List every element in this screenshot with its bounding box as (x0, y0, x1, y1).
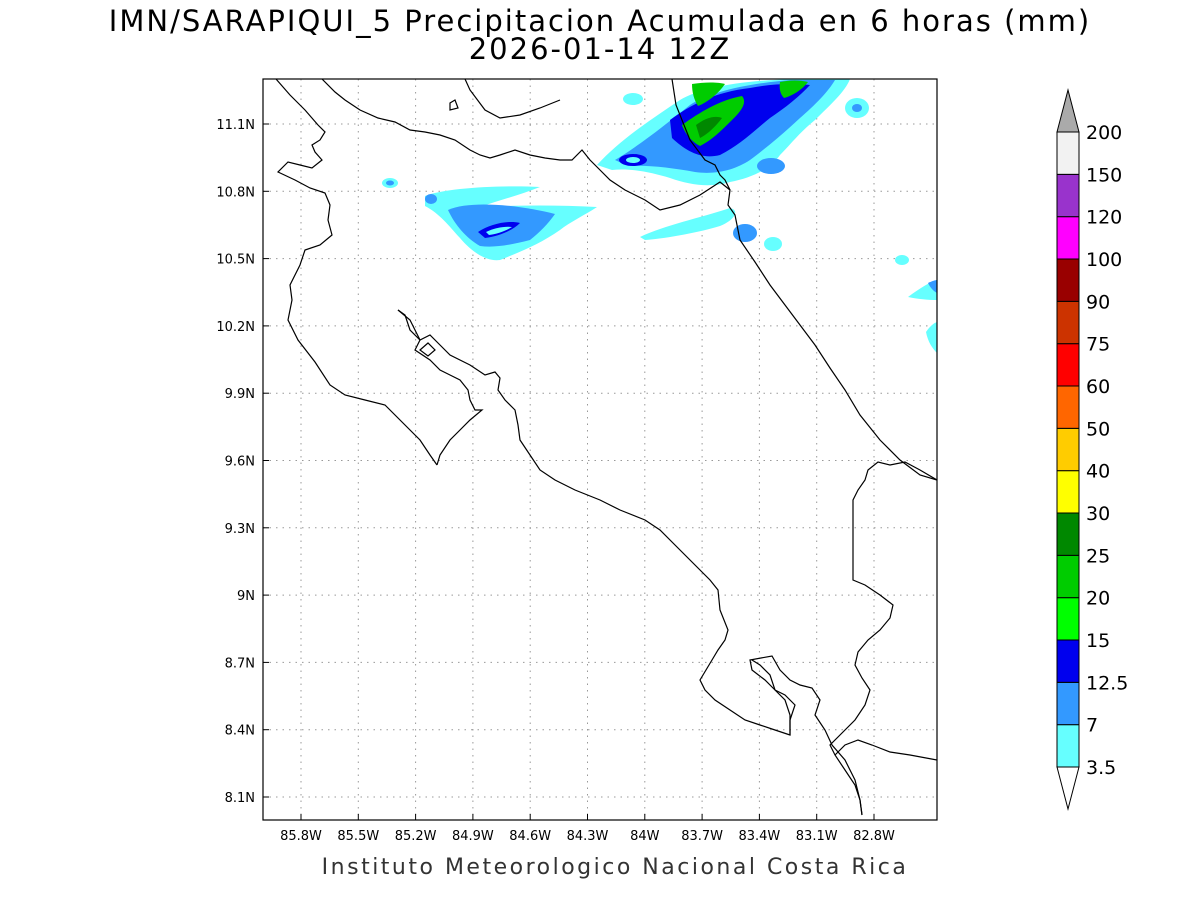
colorbar-level-label: 15 (1086, 630, 1110, 652)
lon-tick-label: 84.3W (567, 829, 609, 844)
precip-area-ne-green3 (779, 80, 808, 98)
lat-tick-label: 8.4N (225, 724, 255, 739)
nicaragua-coast (275, 79, 438, 466)
nicaragua-inland (464, 79, 561, 119)
lon-tick-label: 85.2W (395, 829, 437, 844)
colorbar-segment (1056, 554, 1080, 599)
precip-spot (626, 157, 640, 163)
precip-spot (895, 255, 909, 265)
lat-tick-label: 9.6N (225, 455, 255, 470)
lon-tick-label: 83.7W (681, 829, 723, 844)
colorbar-segment (1056, 385, 1080, 429)
nicoya-gulf (397, 309, 863, 816)
colorbar-segment (1056, 258, 1080, 302)
colorbar-level-label: 40 (1086, 461, 1110, 483)
lat-tick-label: 9.3N (225, 522, 255, 537)
colorbar-segment (1056, 343, 1080, 387)
lon-tick-label: 85.8W (280, 829, 322, 844)
colorbar-level-label: 7 (1086, 715, 1098, 737)
colorbar-segment (1056, 427, 1080, 472)
footer-credit: Instituto Meteorologico Nacional Costa R… (321, 855, 909, 880)
colorbar-level-label: 60 (1086, 376, 1110, 398)
colorbar-level-label: 50 (1086, 418, 1110, 440)
precip-spot (757, 158, 785, 174)
colorbar: 3.5 7 12.5 15 20 25 30 40 50 60 75 90 100 120 150 200 (1056, 88, 1128, 811)
colorbar-segment (1056, 470, 1080, 514)
lon-tick-label: 83.4W (738, 829, 780, 844)
lon-tick-label: 85.5W (337, 829, 379, 844)
chira-island (419, 342, 436, 357)
colorbar-segment (1056, 216, 1080, 260)
colorbar-segment (1056, 173, 1080, 218)
colorbar-segment (1056, 681, 1080, 726)
colorbar-segment (1056, 597, 1080, 641)
colorbar-segment (1056, 131, 1080, 175)
caribbean-coast (671, 79, 937, 481)
colorbar-level-label: 30 (1086, 503, 1110, 525)
precip-area-west-core (486, 226, 512, 235)
precip-area-east-edge2 (926, 322, 937, 353)
colorbar-level-label: 75 (1086, 334, 1110, 356)
lat-tick-label: 11.1N (216, 118, 255, 133)
colorbar-level-label: 200 (1086, 122, 1122, 144)
lat-tick-label: 10.5N (216, 253, 255, 268)
precip-area-ne-darkgreen (696, 116, 722, 138)
precip-spot (623, 93, 643, 105)
chart-title: IMN/SARAPIQUI_5 Precipitacion Acumulada … (108, 4, 1092, 38)
lat-tick-label: 8.1N (225, 791, 255, 806)
precip-spot (386, 180, 394, 186)
nicoya-inner (397, 309, 484, 466)
precip-spot (425, 194, 437, 204)
colorbar-segment (1056, 724, 1080, 768)
chart-subtitle: 2026-01-14 12Z (468, 32, 732, 66)
colorbar-max-arrow (1056, 88, 1080, 133)
lon-tick-label: 84W (630, 829, 660, 844)
colorbar-level-label: 25 (1086, 545, 1110, 567)
osa-peninsula (751, 659, 796, 735)
lon-tick-label: 84.9W (452, 829, 494, 844)
precip-area-east-edge (928, 280, 937, 293)
precip-field (382, 79, 937, 353)
precip-spot (764, 237, 782, 251)
colorbar-level-label: 90 (1086, 291, 1110, 313)
colorbar-level-label: 20 (1086, 588, 1110, 610)
map-grid: 11.1N 10.8N 10.5N 10.2N 9.9N 9.6N 9.3N 9N 8.7N 8.… (216, 79, 937, 844)
colorbar-min-arrow (1056, 766, 1080, 811)
lon-tick-label: 83.1W (796, 829, 838, 844)
coastline (275, 79, 937, 816)
colorbar-segment (1056, 300, 1080, 345)
colorbar-level-label: 150 (1086, 164, 1122, 186)
colorbar-level-label: 120 (1086, 207, 1122, 229)
panama-border (829, 461, 937, 816)
lat-tick-label: 9N (237, 589, 255, 604)
plot-frame (262, 78, 938, 821)
colorbar-segment (1056, 639, 1080, 683)
lat-tick-label: 8.7N (225, 656, 255, 671)
precip-spot (733, 224, 757, 242)
colorbar-level-label: 12.5 (1086, 672, 1128, 694)
precip-spot (852, 104, 862, 112)
lake-island (449, 99, 459, 111)
panama-coast (834, 739, 937, 761)
nicaragua-costa-rica-border (321, 79, 731, 211)
lat-tick-label: 9.9N (225, 387, 255, 402)
colorbar-level-label: 3.5 (1086, 757, 1116, 779)
lat-tick-label: 10.2N (216, 320, 255, 335)
lat-tick-label: 10.8N (216, 185, 255, 200)
colorbar-level-label: 100 (1086, 249, 1122, 271)
precip-area-ne-green2 (692, 82, 725, 106)
lon-tick-label: 82.8W (853, 829, 895, 844)
precip-area-mid-light (640, 208, 736, 240)
lon-tick-label: 84.6W (509, 829, 551, 844)
colorbar-segment (1056, 512, 1080, 556)
